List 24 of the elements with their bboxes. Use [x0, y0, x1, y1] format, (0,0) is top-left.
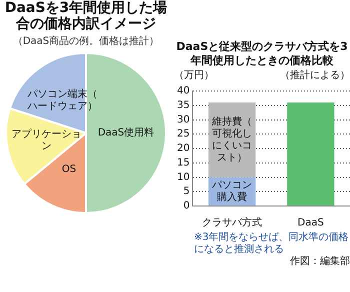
y-tick-label: 25	[176, 128, 190, 140]
y-axis-title: （万円）	[174, 70, 214, 82]
chart-title: DaaSと従来型のクラサバ方式を3年間使用したときの価格比較	[175, 40, 349, 68]
y-tick-label: 20	[176, 143, 190, 154]
slice-label: OS	[62, 164, 76, 175]
y-tick-label: 40	[176, 86, 190, 97]
slice-label: アプリケーション	[12, 128, 82, 152]
y-tick-label: 30	[176, 114, 190, 126]
y-tick-label: 5	[183, 186, 190, 198]
text: ※3年間をならせば、同水準の価格になると推測される	[193, 232, 350, 256]
chart-subtitle: （推計による）	[280, 70, 350, 82]
chart-subtitle: （DaaS商品の例。価格は推計）	[12, 34, 160, 48]
y-tick-label: 0	[183, 200, 190, 212]
text: 作図：編集部	[289, 256, 350, 268]
x-tick-label: DaaS	[298, 218, 324, 229]
series-label: パソコン購入費	[211, 180, 252, 203]
slice-label: DaaS使用料	[98, 126, 154, 139]
chart-title: DaaSを3年間使用した場合の価格内訳イメージ	[4, 0, 168, 32]
y-tick-label: 35	[176, 100, 190, 111]
y-tick-label: 10	[176, 172, 190, 183]
y-tick-label: 15	[176, 157, 190, 168]
slice-label: パソコン端末（ハードウェア）	[26, 88, 98, 112]
x-tick-label: クラサバ方式	[202, 216, 262, 229]
series-label: 維持費（可視化しにくいコスト）	[211, 115, 252, 164]
